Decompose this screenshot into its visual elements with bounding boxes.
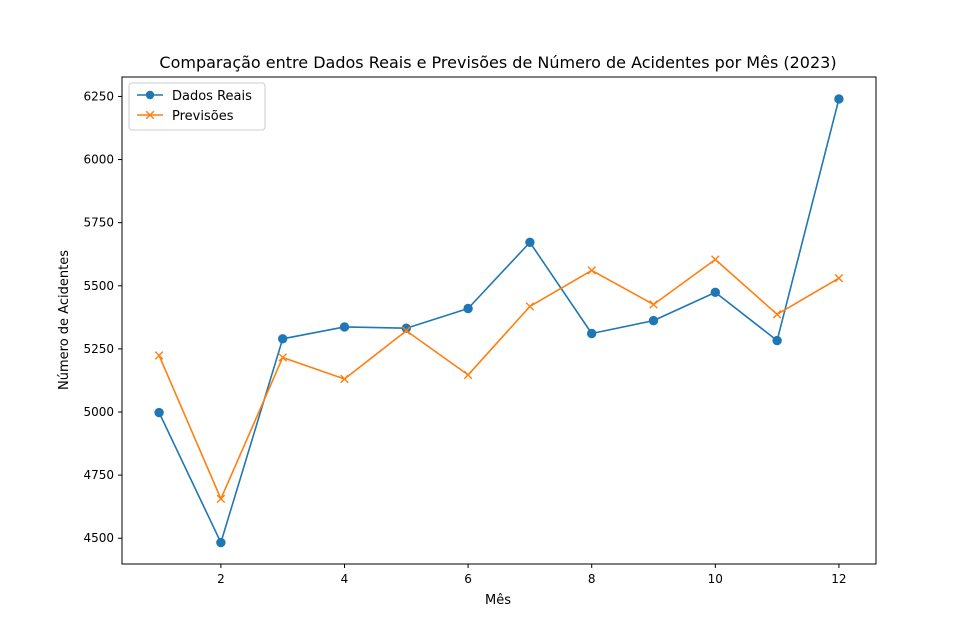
data-point (401, 323, 411, 333)
legend-item: Previsões (137, 109, 234, 124)
data-point (834, 94, 844, 104)
series-1 (154, 94, 844, 548)
data-point (154, 407, 164, 418)
data-point (277, 334, 288, 344)
data-point (340, 374, 349, 384)
data-point (587, 328, 597, 339)
data-point (711, 255, 720, 264)
data-point (463, 370, 473, 380)
series-line (158, 98, 840, 544)
data-point (402, 326, 411, 336)
y-tick-label: 6000 (83, 153, 114, 167)
data-point (463, 303, 473, 314)
data-point (216, 494, 226, 504)
legend-label: Dados Reais (172, 89, 252, 104)
y-axis-label: Número de Acidentes (57, 250, 72, 390)
y-tick-label: 4750 (83, 468, 114, 482)
x-tick-label: 10 (708, 572, 723, 586)
y-tick-label: 5500 (83, 279, 114, 293)
legend-label: Previsões (172, 109, 234, 124)
data-point (648, 315, 659, 326)
legend: Dados Reais Previsões (128, 82, 266, 131)
plot-area: 2 4 6 8 10 12 4500 4750 5000 5250 5500 5750 6000 6250 (83, 76, 877, 586)
data-point (649, 300, 658, 309)
series-2 (154, 255, 844, 504)
y-tick-label: 4500 (83, 531, 114, 545)
x-tick-label: 4 (341, 572, 349, 586)
data-point (278, 353, 287, 362)
x-tick-label: 2 (217, 572, 225, 586)
legend-marker (145, 90, 155, 100)
x-tick-label: 12 (831, 572, 846, 586)
y-tick-label: 5750 (83, 216, 114, 230)
legend-marker (145, 110, 155, 120)
data-point (710, 287, 721, 298)
data-point (587, 266, 596, 275)
legend-item: Dados Reais (137, 89, 252, 104)
series-line (158, 258, 840, 500)
x-tick-label: 8 (588, 572, 596, 586)
data-point (772, 310, 782, 319)
data-point (154, 351, 164, 360)
y-tick-label: 5000 (83, 405, 114, 419)
data-point (834, 273, 844, 283)
y-tick-label: 5250 (83, 342, 114, 356)
x-axis-label: Mês (485, 593, 511, 608)
data-point (525, 302, 535, 311)
plot-frame (121, 76, 877, 565)
chart-title: Comparação entre Dados Reais e Previsões… (159, 53, 836, 72)
x-tick-label: 6 (464, 572, 472, 586)
data-point (525, 237, 535, 248)
data-point (216, 537, 226, 548)
data-point (772, 335, 782, 346)
y-tick-label: 6250 (83, 89, 114, 103)
data-point (339, 322, 350, 332)
